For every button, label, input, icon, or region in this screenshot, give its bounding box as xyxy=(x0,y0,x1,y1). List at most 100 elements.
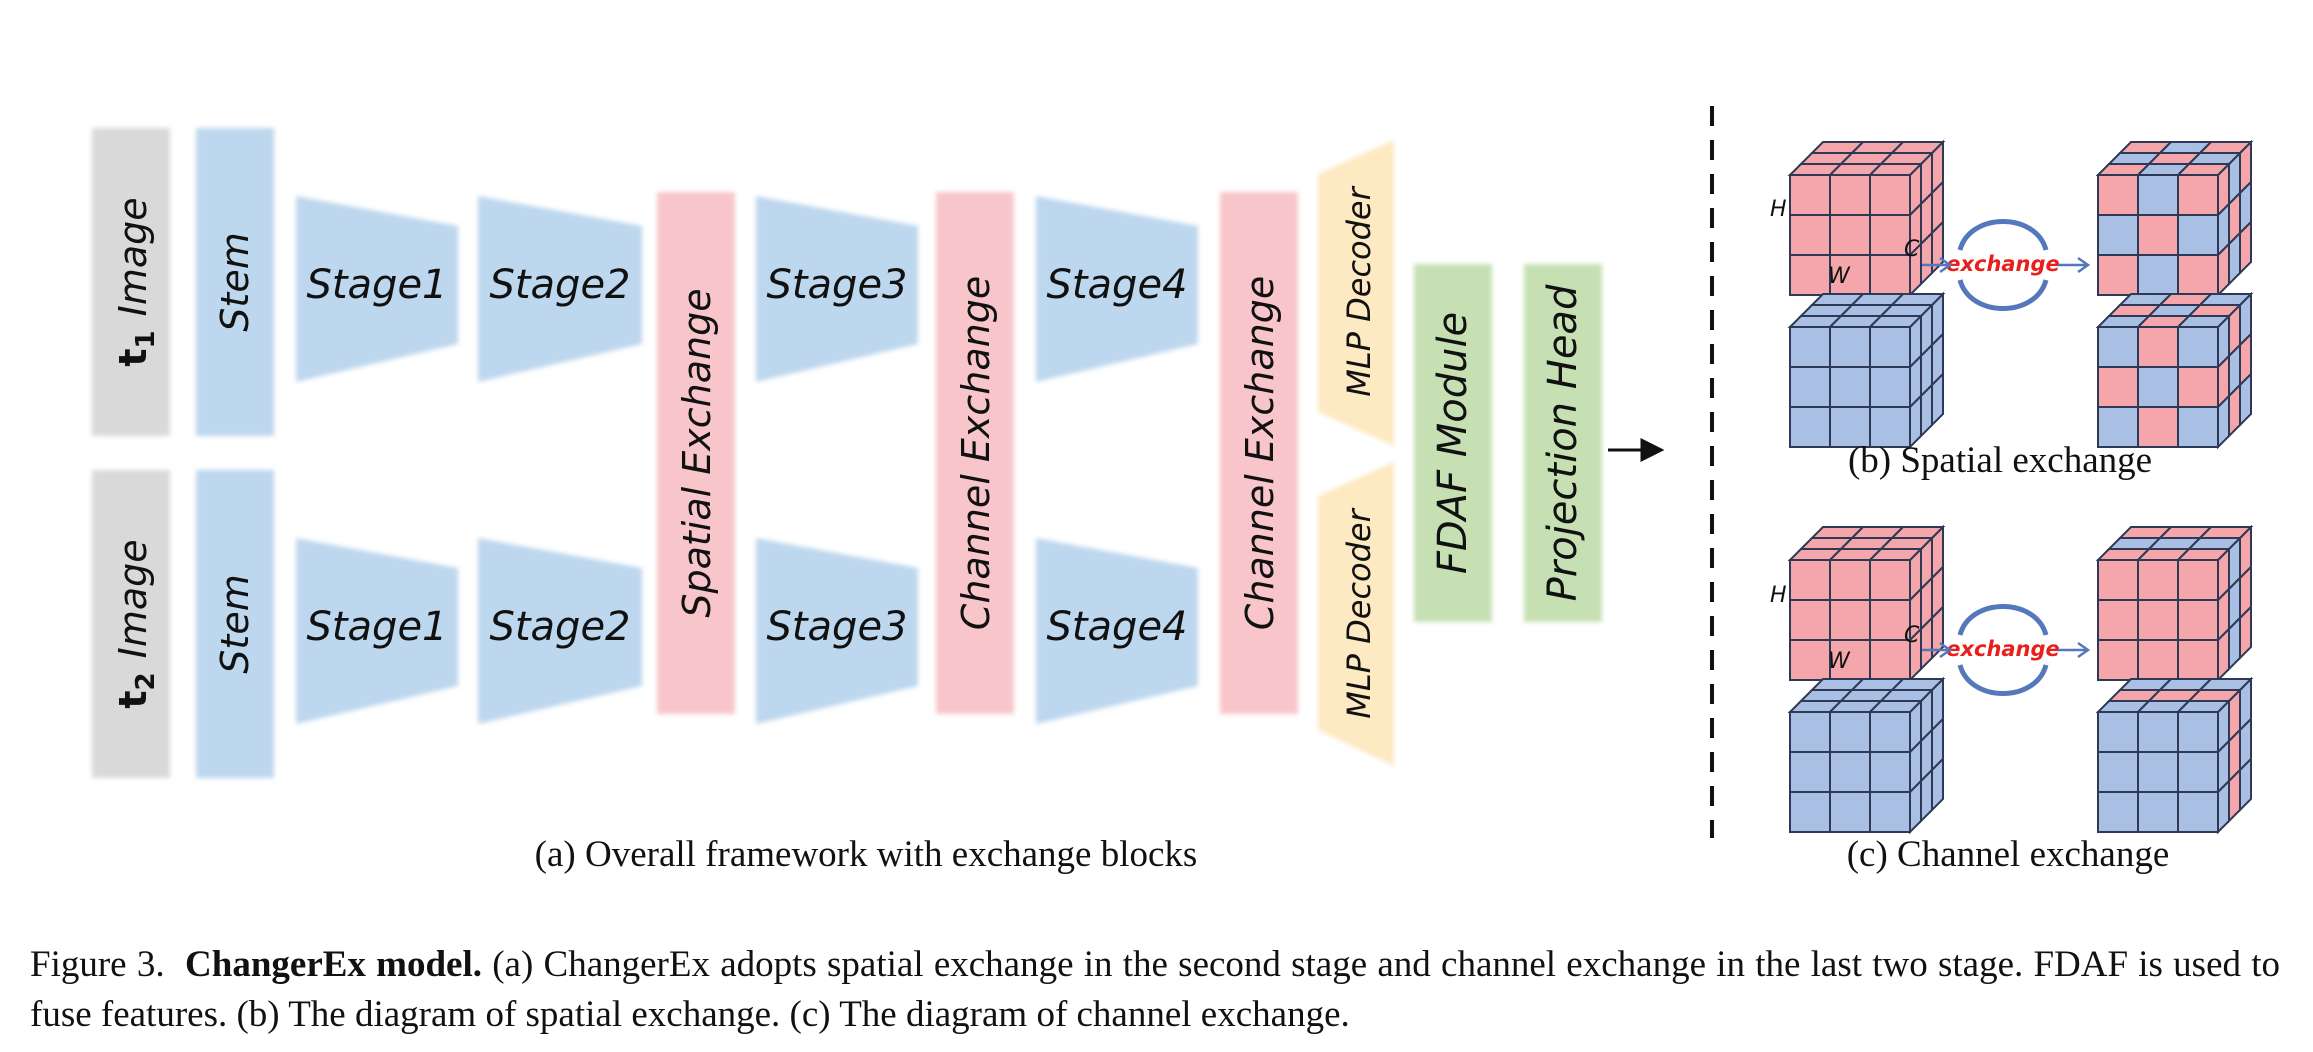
cube-front-cell xyxy=(1789,559,1831,601)
cube-top-cell xyxy=(2197,526,2254,539)
cube-front-cell xyxy=(2177,751,2219,793)
cube-front-cell xyxy=(1829,751,1871,793)
cube-front-cell xyxy=(1829,599,1871,641)
stem-block-top xyxy=(196,128,274,436)
fdaf-module-label: FDAF Module xyxy=(1430,312,1476,574)
stage4-bottom xyxy=(1036,538,1198,724)
projection-head-label: Projection Head xyxy=(1540,284,1586,601)
cube-front-cell xyxy=(1789,214,1831,256)
cube-top-cell xyxy=(2197,141,2254,154)
dim-h-label-b: H xyxy=(1770,197,1787,222)
exchange-arrows-b xyxy=(1922,219,2091,311)
figure-caption-title: ChangerEx model. xyxy=(185,944,483,985)
cube-side-cell xyxy=(2239,604,2252,661)
dim-w-label-b: W xyxy=(1828,264,1851,289)
projection-head-block xyxy=(1524,264,1602,622)
cube-front-cell xyxy=(2097,599,2139,641)
exchange-label-c: exchange xyxy=(1946,637,2060,661)
stem-block-bottom xyxy=(196,470,274,778)
cube-front-cell xyxy=(2137,599,2179,641)
hollow-arrow-in-c xyxy=(1922,641,1953,659)
cube-side-cell xyxy=(2239,756,2252,813)
cube-front-cell xyxy=(2177,791,2219,833)
mlp-decoder-label-top: MLP Decoder xyxy=(1340,185,1378,396)
cube-top-cell xyxy=(1889,141,1946,154)
cube-front-cell xyxy=(2097,791,2139,833)
cube-front-cell xyxy=(1869,174,1911,216)
cube-front-cell xyxy=(1869,791,1911,833)
t2-word: Image xyxy=(111,539,155,658)
channel-exchange-block-1 xyxy=(936,192,1014,714)
cube-front-cell xyxy=(1869,751,1911,793)
stage3-label-bottom: Stage3 xyxy=(766,604,907,650)
exchange-label-b: exchange xyxy=(1946,252,2060,276)
figure-caption-prefix: Figure 3. xyxy=(30,944,165,985)
cube-top-cell xyxy=(2197,678,2254,691)
stage2-label-bottom: Stage2 xyxy=(489,604,630,650)
cube-front-cell xyxy=(2137,559,2179,601)
cube-front-cell xyxy=(1789,406,1831,448)
cube-top-cell xyxy=(1889,526,1946,539)
exchange-arrows-c xyxy=(1922,604,2091,696)
cube-front-cell xyxy=(2137,791,2179,833)
cube-front-cell xyxy=(2177,174,2219,216)
cube-front-cell xyxy=(2137,214,2179,256)
cube-front-cell xyxy=(2097,326,2139,368)
cube-front-cell xyxy=(1789,174,1831,216)
cube-front-cell xyxy=(2097,214,2139,256)
hollow-arrow-out-b xyxy=(2058,256,2091,274)
cube-front-cell xyxy=(1789,599,1831,641)
cube-front-cell xyxy=(2137,254,2179,296)
stage1-label-top: Stage1 xyxy=(306,262,447,308)
panel-c-channel: H W C exchange (c) Channel exchange xyxy=(1770,583,2169,875)
cube-side-cell xyxy=(2239,371,2252,428)
stem-label-bottom: Stem xyxy=(213,574,257,673)
cube-front-cell xyxy=(1829,791,1871,833)
stage3-label-top: Stage3 xyxy=(766,262,907,308)
stage2-bottom xyxy=(478,538,642,724)
stage2-top xyxy=(478,196,642,382)
cube-front-cell xyxy=(2177,214,2219,256)
stage1-label-bottom: Stage1 xyxy=(306,604,447,650)
channel-exchange-label-2: Channel Exchange xyxy=(1238,276,1282,630)
cube-side-cell xyxy=(1931,756,1944,813)
cube-b-t1-output xyxy=(2095,139,2254,298)
mlp-decoder-label-bottom: MLP Decoder xyxy=(1340,507,1378,718)
cube-front-cell xyxy=(1789,711,1831,753)
cube-b-t1-input xyxy=(1787,139,1946,298)
t2-sub: 2 xyxy=(131,672,161,690)
cube-front-cell xyxy=(2137,326,2179,368)
stage4-top xyxy=(1036,196,1198,382)
stage4-label-top: Stage4 xyxy=(1046,262,1187,308)
cube-front-cell xyxy=(2137,751,2179,793)
cube-front-cell xyxy=(1789,751,1831,793)
stage2-label-top: Stage2 xyxy=(489,262,630,308)
cube-c-t2-input xyxy=(1787,676,1946,835)
cube-side-cell xyxy=(1931,371,1944,428)
cube-side-cell xyxy=(2239,219,2252,276)
t2-sym: t xyxy=(111,690,155,708)
cube-front-cell xyxy=(2177,254,2219,296)
cube-front-cell xyxy=(1789,791,1831,833)
cube-c-t1-input xyxy=(1787,524,1946,683)
panel-c-caption: (c) Channel exchange xyxy=(1847,834,2170,875)
cube-front-cell xyxy=(2137,711,2179,753)
cube-front-cell xyxy=(1869,366,1911,408)
cube-front-cell xyxy=(2177,366,2219,408)
cube-side-cell xyxy=(1931,604,1944,661)
hollow-arrow-out-c xyxy=(2058,641,2091,659)
cube-front-cell xyxy=(1869,559,1911,601)
panel-a-caption: (a) Overall framework with exchange bloc… xyxy=(535,834,1198,875)
spatial-exchange-block xyxy=(657,192,735,714)
dim-w-label-c: W xyxy=(1828,649,1851,674)
mlp-decoder-top xyxy=(1318,140,1394,446)
cube-front-cell xyxy=(2097,559,2139,601)
cube-front-cell xyxy=(1789,639,1831,681)
figure-caption: Figure 3. ChangerEx model. (a) ChangerEx… xyxy=(30,940,2280,1040)
cube-front-cell xyxy=(2177,559,2219,601)
cube-front-cell xyxy=(2177,326,2219,368)
cube-front-cell xyxy=(1789,326,1831,368)
input-t2-block xyxy=(92,470,170,778)
cube-front-cell xyxy=(1829,711,1871,753)
